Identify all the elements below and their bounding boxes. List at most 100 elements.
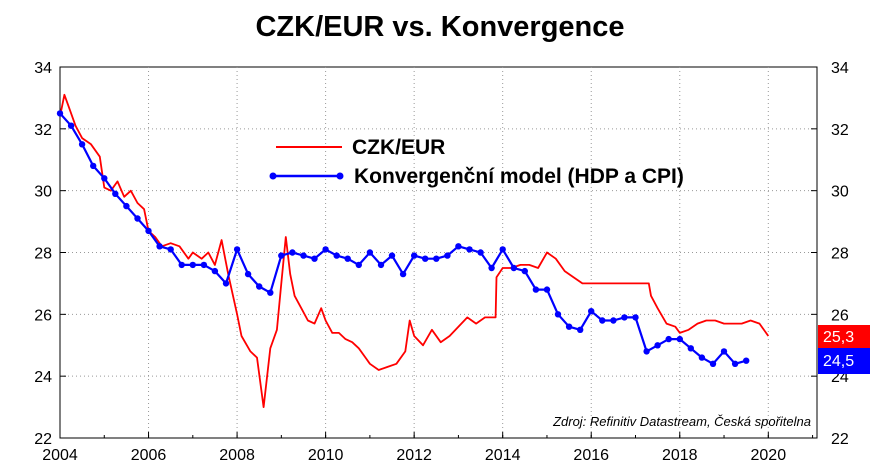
series-1-point-27 (355, 261, 362, 269)
series-1-point-57 (687, 345, 694, 352)
series-1-point-29 (377, 261, 385, 269)
legend-model-label: Konvergenční model (HDP a CPI) (354, 165, 684, 188)
ytick-label-left-24: 24 (34, 369, 52, 386)
series-1-point-32 (411, 252, 418, 259)
series-1-point-55 (665, 335, 672, 343)
xtick-label-2010: 2010 (308, 447, 344, 464)
series-1-point-17 (244, 270, 252, 278)
series-1-point-46 (565, 323, 573, 330)
badge-czk: 25,3 (818, 325, 870, 348)
series-1-point-49 (599, 317, 606, 324)
ytick-label-left-34: 34 (34, 60, 52, 77)
series-1-point-44 (543, 286, 551, 293)
badge-model-bg (818, 348, 870, 374)
ytick-label-right-32: 32 (831, 122, 849, 139)
series-1-point-8 (145, 227, 152, 235)
ytick-label-right-28: 28 (831, 246, 849, 263)
chart-title: CZK/EUR vs. Konvergence (255, 11, 624, 43)
ytick-label-right-34: 34 (831, 60, 849, 77)
series-1-point-31 (399, 270, 407, 278)
series-1-point-25 (333, 252, 340, 259)
series-1-point-19 (267, 289, 274, 296)
series-layer (56, 93, 770, 408)
badge-model-value: 24,5 (823, 353, 854, 370)
series-1-point-14 (211, 267, 219, 275)
series-1-point-6 (123, 202, 130, 210)
xtick-label-2014: 2014 (485, 447, 521, 464)
series-1-point-58 (698, 354, 706, 361)
series-1-point-3 (90, 162, 97, 170)
series-1-point-62 (743, 357, 750, 364)
series-1-point-47 (577, 326, 584, 333)
series-1-point-24 (322, 246, 329, 253)
series-1-point-0 (56, 110, 64, 117)
badge-czk-value: 25,3 (823, 329, 854, 346)
legend-model-marker-left (269, 172, 277, 180)
series-1-point-22 (300, 252, 307, 259)
series-1-point-23 (311, 255, 318, 262)
ytick-label-left-22: 22 (34, 431, 52, 448)
ytick-label-left-30: 30 (34, 184, 52, 201)
series-1-point-18 (256, 283, 263, 290)
series-1-point-13 (200, 261, 208, 269)
ytick-label-left-28: 28 (34, 246, 52, 263)
xtick-label-2006: 2006 (131, 447, 167, 464)
series-1-point-41 (510, 264, 517, 272)
series-1-point-61 (731, 360, 739, 367)
ytick-label-right-30: 30 (831, 184, 849, 201)
series-1-point-21 (289, 249, 296, 256)
series-1-point-10 (167, 246, 174, 253)
series-1-point-4 (101, 175, 108, 182)
xtick-label-2012: 2012 (396, 447, 432, 464)
series-1-point-52 (632, 314, 639, 321)
legend-model-marker-right (336, 172, 344, 180)
ytick-label-right-22: 22 (831, 431, 849, 448)
series-1-point-34 (433, 255, 440, 262)
series-1-point-11 (178, 261, 185, 269)
xtick-label-2008: 2008 (219, 447, 255, 464)
series-1-point-9 (156, 243, 163, 250)
series-1-point-50 (610, 317, 617, 324)
series-1-point-56 (676, 335, 683, 343)
series-1-point-16 (233, 246, 241, 253)
legend: CZK/EUR Konvergenční model (HDP a CPI) (269, 136, 684, 188)
series-1-point-26 (344, 255, 351, 262)
series-1-point-48 (588, 308, 595, 315)
series-1-point-15 (222, 280, 230, 287)
series-1-point-53 (643, 348, 650, 355)
ytick-label-left-32: 32 (34, 122, 52, 139)
ytick-label-left-26: 26 (34, 307, 52, 324)
xtick-label-2018: 2018 (662, 447, 698, 464)
series-1-point-59 (709, 360, 717, 367)
xtick-label-2020: 2020 (751, 447, 787, 464)
series-1-point-7 (134, 215, 141, 222)
series-1-point-45 (554, 311, 562, 318)
legend-czk-label: CZK/EUR (352, 136, 445, 159)
source-note: Zdroj: Refinitiv Datastream, Česká spoři… (552, 414, 811, 429)
series-1-point-12 (189, 261, 196, 269)
xtick-label-2016: 2016 (573, 447, 609, 464)
xtick-label-2004: 2004 (42, 447, 78, 464)
badge-czk-bg (818, 325, 870, 348)
series-1-point-37 (466, 246, 473, 253)
series-1-point-54 (654, 342, 661, 349)
series-1-point-43 (532, 286, 540, 293)
series-1-point-33 (422, 255, 429, 262)
badge-model: 24,5 (818, 348, 870, 374)
series-1-point-39 (488, 264, 495, 272)
series-1-point-40 (499, 246, 506, 253)
series-1-point-20 (278, 252, 285, 259)
series-1-point-1 (67, 122, 75, 129)
series-1-point-60 (720, 348, 728, 355)
series-1-point-42 (521, 267, 528, 275)
series-1-point-38 (477, 249, 484, 256)
series-1-point-36 (455, 243, 462, 250)
series-1-point-35 (444, 252, 451, 259)
series-1-point-2 (78, 141, 86, 148)
series-1-point-5 (112, 190, 119, 197)
series-1-point-30 (388, 252, 396, 259)
series-1-point-51 (621, 314, 628, 321)
series-1-point-28 (366, 249, 374, 256)
